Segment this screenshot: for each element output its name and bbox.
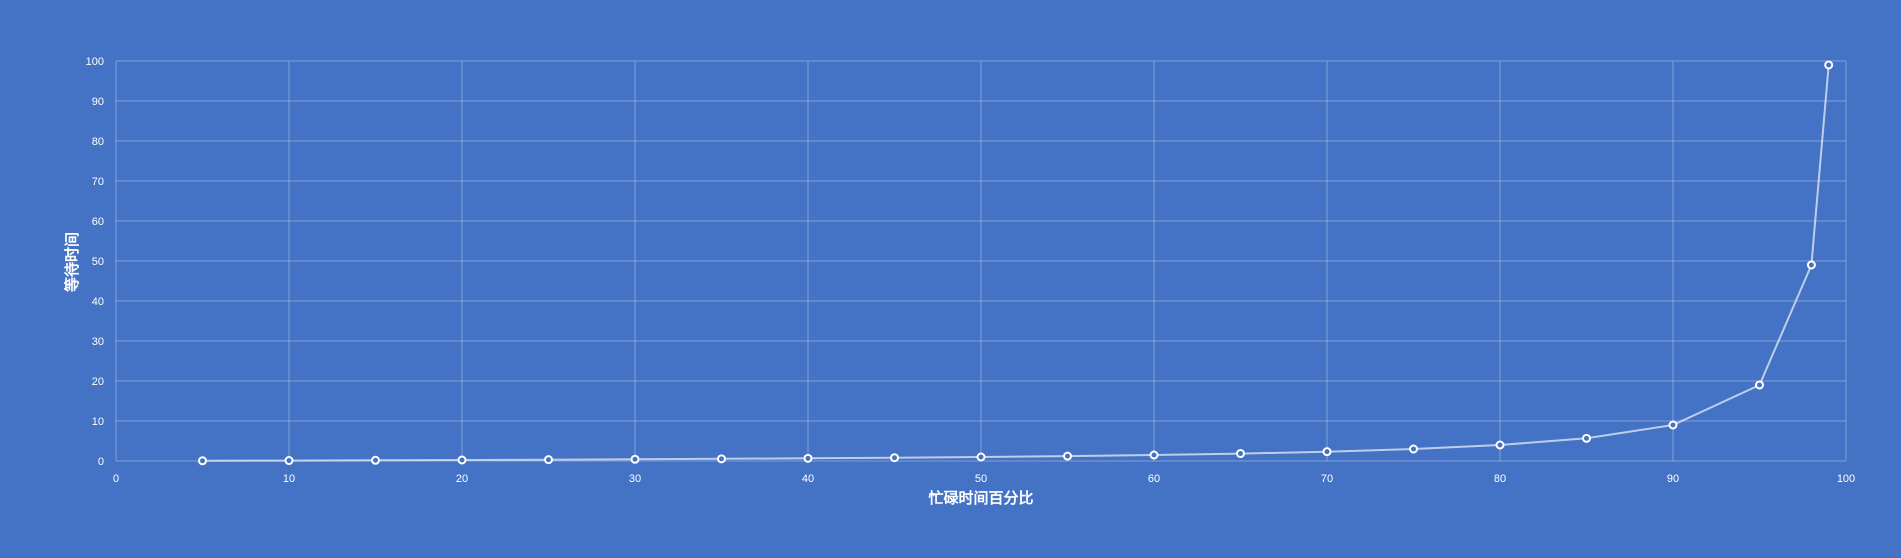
x-axis-ticks: 0 10 20 30 40 50 60 70 80 90 100 [113, 473, 1855, 485]
x-tick-label: 50 [975, 473, 987, 485]
data-point [1755, 380, 1764, 390]
data-point [1495, 440, 1505, 450]
data-point [1236, 449, 1245, 459]
y-tick-label: 40 [92, 296, 104, 308]
data-point [1806, 260, 1816, 270]
x-axis-title: 忙碌时间百分比 [928, 489, 1033, 507]
data-point [1063, 451, 1072, 461]
data-point [630, 454, 640, 464]
y-tick-label: 0 [98, 456, 104, 468]
y-tick-label: 100 [86, 56, 104, 68]
x-tick-label: 100 [1837, 473, 1855, 485]
x-tick-label: 10 [283, 473, 295, 485]
data-point [371, 455, 380, 465]
y-tick-label: 90 [92, 96, 104, 108]
data-point [198, 456, 207, 466]
y-tick-label: 50 [92, 256, 104, 268]
y-axis-title: 等待时间 [63, 232, 81, 292]
x-tick-label: 0 [113, 473, 119, 485]
x-tick-label: 40 [802, 473, 814, 485]
grid [115, 60, 1847, 462]
series-line [202, 64, 1830, 462]
data-point [1824, 60, 1834, 70]
x-tick-label: 90 [1667, 473, 1679, 485]
data-point [803, 453, 813, 463]
data-point [1409, 444, 1418, 454]
y-tick-label: 80 [92, 136, 104, 148]
data-point [544, 455, 553, 465]
data-point [717, 454, 726, 464]
data-point [1668, 420, 1678, 430]
y-tick-label: 30 [92, 336, 104, 348]
x-tick-label: 60 [1148, 473, 1160, 485]
y-axis-ticks: 0 10 20 30 40 50 60 70 80 90 100 [86, 56, 104, 468]
x-tick-label: 30 [629, 473, 641, 485]
x-tick-label: 80 [1494, 473, 1506, 485]
data-point [976, 452, 986, 462]
data-series [198, 60, 1834, 466]
data-point [890, 453, 899, 463]
y-tick-label: 20 [92, 376, 104, 388]
data-point [1582, 433, 1591, 443]
data-point [457, 455, 467, 465]
data-point [1322, 447, 1332, 457]
y-tick-label: 60 [92, 216, 104, 228]
data-point [1149, 450, 1159, 460]
x-tick-label: 20 [456, 473, 468, 485]
data-point [284, 456, 294, 466]
y-tick-label: 10 [92, 416, 104, 428]
x-tick-label: 70 [1321, 473, 1333, 485]
y-tick-label: 70 [92, 176, 104, 188]
